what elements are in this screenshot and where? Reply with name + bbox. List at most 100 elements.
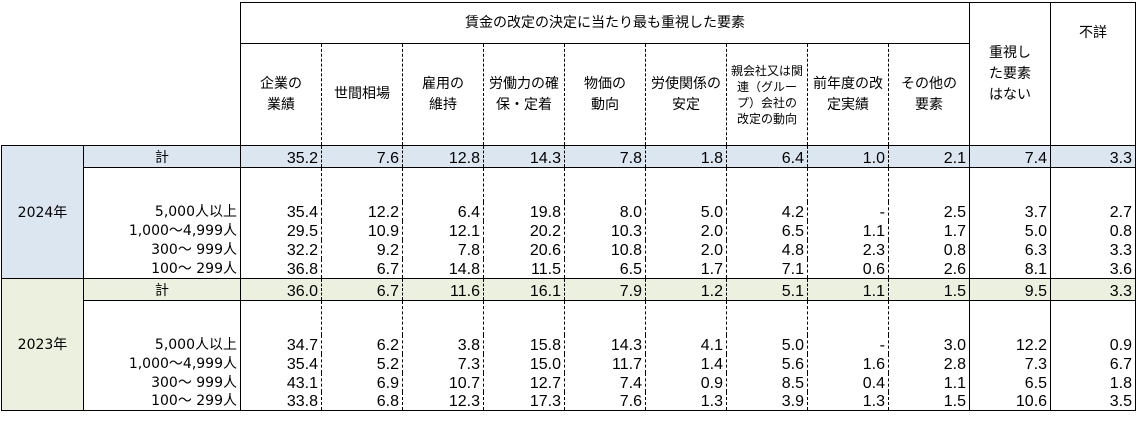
total-value-cell: 7.4 xyxy=(969,145,1051,168)
value-cell: 43.1 xyxy=(286,374,318,392)
value-cell: 10.6 xyxy=(969,391,1051,411)
value-cell: 9.2 xyxy=(321,240,403,259)
col-header-previous-year: 前年度の改定実績 xyxy=(807,43,889,146)
col-header-prices: 物価の動向 xyxy=(564,43,646,146)
value-cell: 20.6 xyxy=(483,240,565,259)
value-cell: 5.2 xyxy=(321,353,403,373)
total-value-cell: 2.1 xyxy=(887,145,970,168)
value-cell: 5.0 xyxy=(645,202,727,221)
value-cell: 2.5 xyxy=(887,202,970,221)
value-cell: 17.3 xyxy=(483,391,565,411)
size-row: 300～ 999人 43.1 6.9 10.7 12.7 7.4 0.9 8.5 0.4 1.1 6… xyxy=(2,372,1136,392)
size-label: 5,000人以上 xyxy=(83,334,241,354)
spacer-cell xyxy=(564,167,646,202)
spacer-cell xyxy=(402,167,484,202)
value-cell: 7.4 xyxy=(564,372,646,392)
value-cell: 1.3 xyxy=(807,391,889,411)
value-cell: 3.9 xyxy=(726,391,808,411)
spacer-cell xyxy=(1050,167,1136,202)
value-cell: 12.3 xyxy=(402,391,484,411)
value-cell: 1.5 xyxy=(887,391,970,411)
col-header-labor-relations: 労使関係の安定 xyxy=(645,43,727,146)
size-label: 300～ 999人 xyxy=(83,240,241,259)
value-cell: 1.1 xyxy=(887,372,970,392)
size-row: 300～ 999人 32.2 9.2 7.8 20.6 10.8 2.0 4.8 2.3 0.8 6… xyxy=(2,240,1136,259)
value-cell: 1.8 xyxy=(1050,372,1136,392)
value-cell: 19.8 xyxy=(483,202,565,221)
year-label: 2023年 xyxy=(1,277,84,411)
spacer-cell xyxy=(645,300,727,335)
value-cell: 29.5 xyxy=(286,223,318,240)
col-header-business-results: 企業の業績 xyxy=(260,75,302,113)
spacer-cell xyxy=(564,300,646,335)
value-cell: 5.6 xyxy=(726,353,808,373)
size-label: 1,000～4,999人 xyxy=(83,221,241,240)
value-cell: 4.1 xyxy=(645,334,727,354)
value-cell: 1.1 xyxy=(807,221,889,240)
total-value-cell: 6.4 xyxy=(726,145,808,168)
total-value-cell: 35.2 xyxy=(240,145,322,168)
spacer-cell xyxy=(1050,300,1136,335)
value-cell: 2.3 xyxy=(807,240,889,259)
spacer-cell xyxy=(807,167,889,202)
value-cell: 2.0 xyxy=(645,240,727,259)
value-cell: 11.7 xyxy=(564,353,646,373)
value-cell: 3.7 xyxy=(969,202,1051,221)
value-cell: 10.9 xyxy=(321,221,403,240)
value-cell: 20.2 xyxy=(483,221,565,240)
spacer-row xyxy=(2,167,1136,203)
value-cell: 2.0 xyxy=(645,221,727,240)
spacer-cell xyxy=(807,300,889,335)
value-cell: 36.8 xyxy=(240,259,322,279)
spacer-cell xyxy=(321,300,403,335)
size-row: 100～ 299人 36.8 6.7 14.8 11.5 6.5 1.7 7.1 0.6 2.6 8… xyxy=(2,259,1136,279)
total-value-cell: 1.2 xyxy=(645,277,727,301)
value-cell: 0.9 xyxy=(1050,334,1136,354)
spacer-cell xyxy=(83,167,241,202)
total-row: 2023年計 36.0 6.7 11.6 16.1 7.9 1.2 5.1 1.1 1.5 9.5 3… xyxy=(1,277,1136,411)
value-cell: 0.8 xyxy=(1050,221,1136,240)
spacer-cell xyxy=(483,167,565,202)
value-cell: 35.4 xyxy=(286,355,318,373)
spacer-cell xyxy=(645,167,727,202)
spacer-cell xyxy=(887,300,970,335)
total-value-cell: 16.1 xyxy=(483,277,565,301)
value-cell: 32.2 xyxy=(286,242,318,259)
total-value-cell: 6.7 xyxy=(321,277,403,301)
size-row: 100～ 299人 33.8 6.8 12.3 17.3 7.6 1.3 3.9 1.3 1.5 1… xyxy=(2,391,1136,411)
value-cell: 6.8 xyxy=(321,391,403,411)
value-cell: 3.8 xyxy=(402,334,484,354)
total-value-cell: 1.8 xyxy=(645,145,727,168)
value-cell: - xyxy=(807,202,889,221)
value-cell: 10.3 xyxy=(564,221,646,240)
value-cell: 0.8 xyxy=(887,240,970,259)
total-value-cell: 3.3 xyxy=(1050,145,1136,168)
value-cell: 4.2 xyxy=(726,202,808,221)
value-cell: 6.5 xyxy=(564,259,646,279)
value-cell: 6.7 xyxy=(1050,353,1136,373)
value-cell: 0.9 xyxy=(645,372,727,392)
col-header-other: その他の要素 xyxy=(887,43,970,146)
size-row: 1,000～4,999人 35.4 5.2 7.3 15.0 11.7 1.4 5.6 1.6 2… xyxy=(2,353,1136,373)
spacer-cell xyxy=(726,300,808,335)
size-label: 300～ 999人 xyxy=(83,372,241,392)
spacer-cell xyxy=(969,167,1051,202)
spacer-cell xyxy=(83,300,241,335)
value-cell: 6.5 xyxy=(969,372,1051,392)
value-cell: 1.7 xyxy=(645,259,727,279)
value-cell: 1.4 xyxy=(645,353,727,373)
value-cell: 14.8 xyxy=(402,259,484,279)
value-cell: 14.3 xyxy=(564,334,646,354)
value-cell: 7.1 xyxy=(726,259,808,279)
value-cell: 7.6 xyxy=(564,391,646,411)
table-body: 2024年計 35.2 7.6 12.8 14.3 7.8 1.8 6.4 1.0 2.1 7.4 3… xyxy=(1,145,1136,411)
spacer-cell xyxy=(241,168,322,203)
value-cell: 3.3 xyxy=(1050,240,1136,259)
value-cell: 6.7 xyxy=(321,259,403,279)
total-value-cell: 14.3 xyxy=(483,145,565,168)
value-cell: 12.2 xyxy=(969,334,1051,354)
size-label: 100～ 299人 xyxy=(83,259,241,279)
value-cell: 10.7 xyxy=(402,372,484,392)
value-cell: 2.6 xyxy=(887,259,970,279)
spacer-cell xyxy=(726,167,808,202)
